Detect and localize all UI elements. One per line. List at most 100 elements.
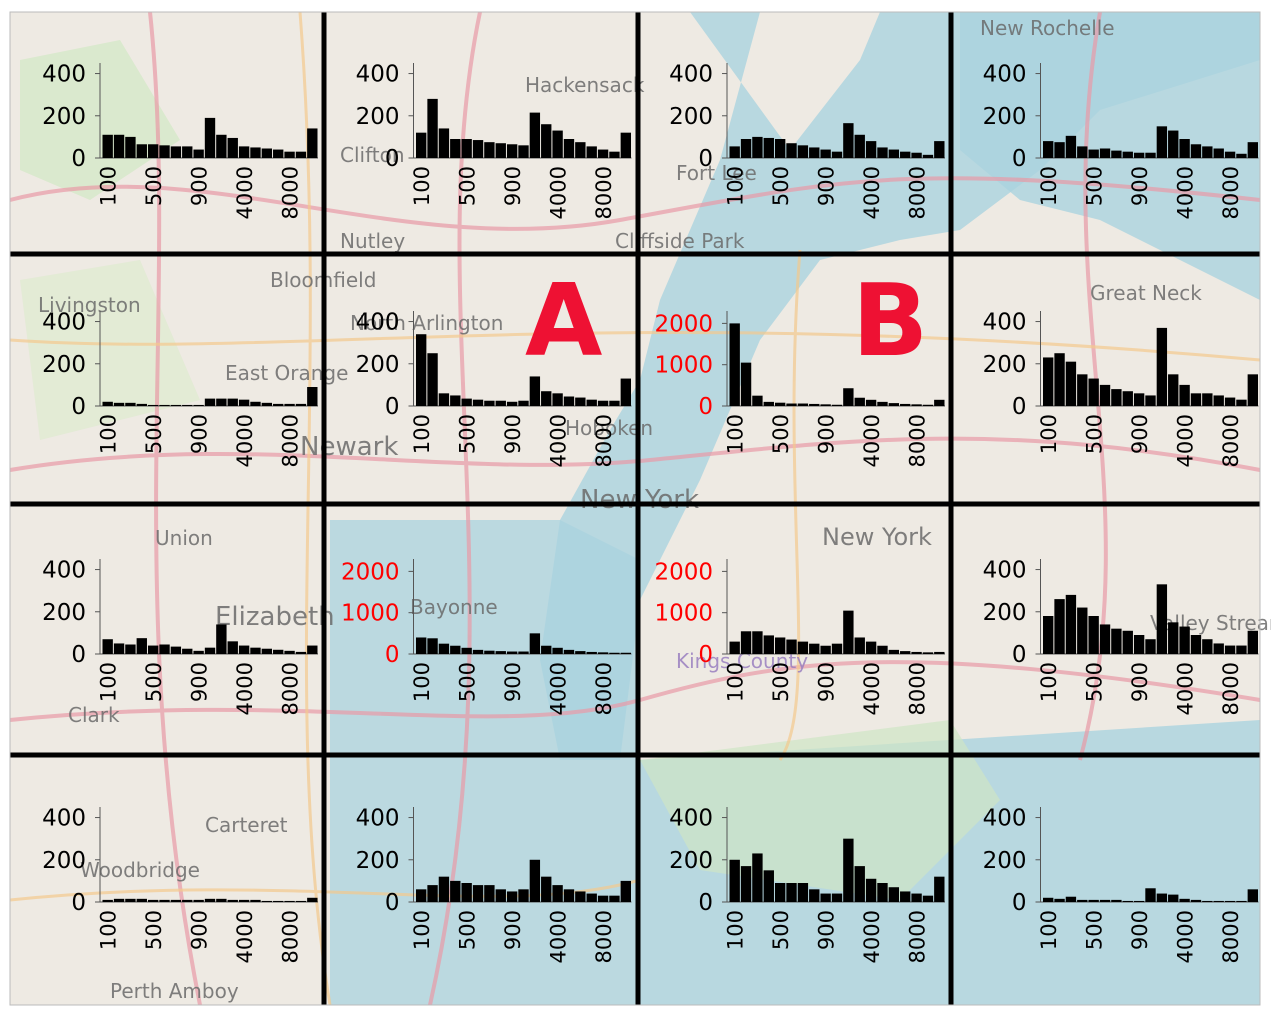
- bar: [450, 395, 461, 406]
- bar: [159, 145, 170, 158]
- bar: [518, 400, 529, 406]
- bar: [238, 146, 250, 158]
- bar: [204, 898, 216, 902]
- annotation: A: [525, 262, 602, 379]
- x-tick-label: 4000: [233, 662, 257, 715]
- bar: [1065, 896, 1077, 902]
- place-label: Carteret: [205, 813, 288, 837]
- bar: [113, 402, 125, 406]
- x-tick-label: 500: [1083, 662, 1107, 702]
- bar: [609, 400, 620, 406]
- y-tick-label: 200: [983, 600, 1027, 626]
- bar: [1065, 594, 1077, 654]
- bar: [1202, 900, 1213, 902]
- bar: [820, 893, 831, 902]
- bar: [193, 149, 204, 158]
- bar: [888, 887, 900, 902]
- bar: [518, 145, 529, 158]
- bar: [729, 323, 740, 406]
- x-tick-label: 100: [410, 910, 434, 950]
- bar: [273, 403, 284, 406]
- y-tick-label: 1000: [654, 353, 713, 379]
- bar: [1099, 624, 1111, 654]
- bar: [193, 650, 204, 654]
- bar: [284, 151, 295, 158]
- annotation: B: [852, 262, 928, 379]
- x-tick-label: 500: [142, 662, 166, 702]
- bar: [461, 139, 472, 158]
- bar: [170, 146, 182, 158]
- bar: [740, 362, 752, 406]
- bar: [563, 396, 575, 406]
- bar: [1247, 142, 1258, 158]
- y-tick-label: 0: [385, 394, 400, 420]
- bar: [284, 403, 295, 406]
- x-tick-label: 900: [188, 662, 212, 702]
- x-tick-label: 8000: [1219, 910, 1243, 963]
- place-label: New York: [822, 523, 932, 551]
- bar: [820, 404, 831, 406]
- x-tick-label: 100: [1037, 414, 1061, 454]
- x-tick-label: 8000: [906, 166, 930, 219]
- bar: [786, 143, 797, 158]
- bar: [1133, 900, 1145, 902]
- bar: [450, 880, 461, 902]
- y-tick-label: 0: [698, 890, 713, 916]
- bar: [1077, 607, 1088, 654]
- bar: [1224, 645, 1236, 654]
- bar: [227, 398, 238, 406]
- bar: [125, 898, 136, 902]
- bar: [797, 641, 809, 654]
- bar: [307, 897, 318, 902]
- x-tick-label: 8000: [279, 166, 303, 219]
- bar: [295, 403, 307, 406]
- x-tick-label: 4000: [860, 166, 884, 219]
- y-tick-label: 0: [698, 642, 713, 668]
- x-tick-label: 900: [815, 414, 839, 454]
- bar: [1179, 626, 1190, 654]
- bar: [1122, 630, 1133, 654]
- bar: [740, 631, 752, 654]
- x-tick-label: 500: [142, 166, 166, 206]
- bar: [1224, 397, 1236, 406]
- x-tick-label: 100: [724, 662, 748, 702]
- x-tick-label: 100: [410, 166, 434, 206]
- place-label: Newark: [300, 432, 398, 462]
- bar: [774, 402, 786, 406]
- bar: [182, 899, 193, 902]
- bar: [295, 651, 307, 654]
- bar: [1088, 378, 1099, 406]
- x-tick-label: 500: [1083, 414, 1107, 454]
- x-tick-label: 900: [1128, 662, 1152, 702]
- bar: [472, 649, 484, 654]
- bar: [227, 137, 238, 158]
- bar: [261, 648, 273, 654]
- bar: [552, 885, 563, 902]
- x-tick-label: 900: [501, 662, 525, 702]
- x-tick-label: 900: [1128, 910, 1152, 950]
- bar: [484, 400, 495, 406]
- bar: [170, 404, 182, 406]
- x-tick-label: 500: [142, 414, 166, 454]
- bar: [575, 397, 586, 406]
- bar: [427, 98, 438, 158]
- bar: [216, 398, 227, 406]
- bar: [729, 859, 740, 902]
- bar: [1202, 393, 1213, 406]
- bar: [854, 637, 865, 654]
- bar: [774, 139, 786, 158]
- bar: [461, 883, 472, 902]
- x-tick-label: 500: [142, 910, 166, 950]
- bar: [518, 651, 529, 654]
- bar: [609, 895, 620, 902]
- bar: [204, 117, 216, 158]
- y-tick-label: 200: [42, 600, 86, 626]
- bar: [597, 400, 609, 406]
- bar: [102, 899, 113, 902]
- bar: [1054, 353, 1065, 406]
- y-tick-label: 200: [983, 352, 1027, 378]
- x-tick-label: 8000: [1219, 166, 1243, 219]
- bar: [1190, 635, 1202, 654]
- bar: [102, 401, 113, 406]
- bar: [1247, 374, 1258, 406]
